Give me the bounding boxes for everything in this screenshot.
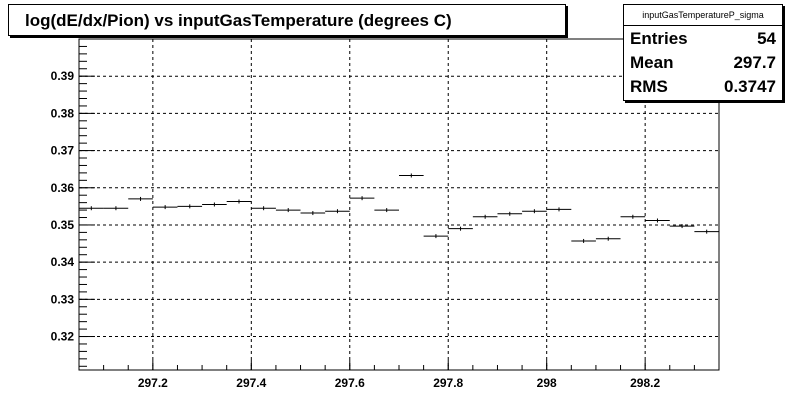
x-tick-label: 297.2	[138, 376, 168, 390]
stats-value: 297.7	[733, 53, 776, 72]
stats-value: 0.3747	[724, 77, 776, 96]
y-tick-label: 0.38	[51, 106, 75, 120]
data-point	[694, 229, 719, 234]
data-point	[571, 238, 596, 243]
data-point	[472, 214, 498, 219]
axes: 0.32 0.33 0.34 0.35 0.36 0.37 0.38 0.39 297.2 297…	[51, 45, 720, 390]
data-point	[300, 211, 326, 216]
data-point	[423, 234, 449, 239]
data-point	[448, 226, 473, 231]
data-point	[497, 211, 523, 216]
data-point	[349, 196, 375, 201]
data-point	[546, 207, 572, 212]
y-tick-label: 0.36	[51, 181, 75, 195]
y-tick-label: 0.33	[51, 292, 75, 306]
y-tick-label: 0.32	[51, 330, 75, 344]
data-point	[226, 199, 252, 204]
stats-label: RMS	[630, 77, 668, 96]
data-points	[79, 173, 719, 243]
data-point	[522, 209, 547, 214]
data-point	[152, 205, 178, 210]
x-tick-label: 297.8	[433, 376, 463, 390]
data-point	[399, 173, 424, 178]
y-tick-label: 0.35	[51, 218, 75, 232]
y-tick-label: 0.34	[51, 255, 75, 269]
x-tick-label: 298.2	[630, 376, 660, 390]
stats-label: Entries	[630, 29, 688, 48]
stats-value: 54	[757, 29, 776, 48]
plot-frame	[78, 38, 720, 371]
y-tick-label: 0.37	[51, 144, 75, 158]
data-point	[79, 206, 104, 211]
x-tick-label: 297.4	[236, 376, 266, 390]
x-tick-label: 297.6	[335, 376, 365, 390]
stats-box: inputGasTemperatureP_sigma Entries 54 Me…	[623, 4, 783, 101]
data-point	[128, 196, 153, 201]
data-point	[669, 224, 695, 229]
stats-row-rms: RMS 0.3747	[624, 74, 782, 98]
stats-label: Mean	[630, 53, 674, 72]
data-point	[595, 236, 621, 241]
stats-row-entries: Entries 54	[624, 26, 782, 50]
chart-title-box: log(dE/dx/Pion) vs inputGasTemperature (…	[8, 4, 566, 36]
data-point	[620, 214, 646, 219]
data-point	[177, 204, 203, 209]
data-point	[103, 206, 129, 211]
y-tick-label: 0.39	[51, 69, 75, 83]
data-point	[374, 208, 399, 213]
data-point	[251, 206, 276, 211]
data-point	[645, 218, 670, 223]
stats-name: inputGasTemperatureP_sigma	[624, 5, 782, 26]
data-point	[275, 208, 301, 213]
x-tick-label: 298	[537, 376, 557, 390]
chart-title: log(dE/dx/Pion) vs inputGasTemperature (…	[25, 11, 452, 30]
stats-row-mean: Mean 297.7	[624, 50, 782, 74]
data-point	[325, 209, 350, 214]
data-point	[202, 202, 227, 207]
